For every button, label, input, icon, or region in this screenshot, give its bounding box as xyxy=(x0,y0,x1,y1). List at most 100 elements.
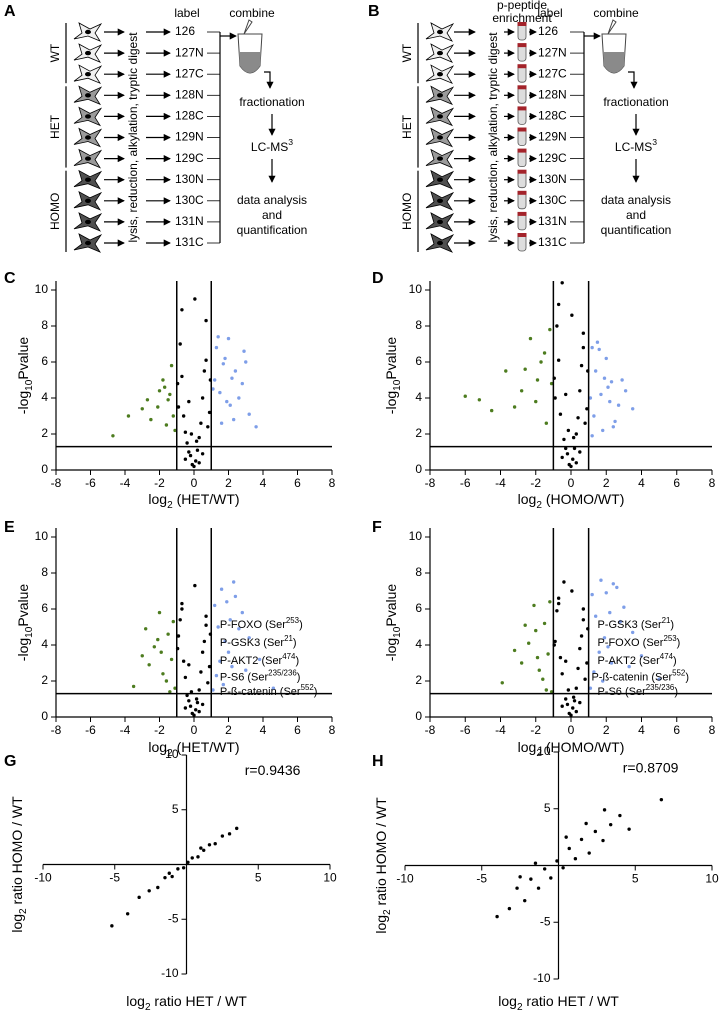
data-point xyxy=(574,432,578,436)
x-tick-label: -6 xyxy=(460,476,471,490)
tmt-label: 131C xyxy=(538,235,567,249)
text-part: 2 xyxy=(145,1002,151,1013)
data-point xyxy=(581,331,586,335)
text-part: LC-MS xyxy=(251,140,288,154)
data-point xyxy=(166,632,170,636)
data-point xyxy=(558,412,563,416)
text-part: -log xyxy=(383,638,399,661)
data-point xyxy=(527,641,531,645)
data-point xyxy=(178,618,182,622)
text-part: (HOMO/WT) xyxy=(542,491,624,507)
text-part: ) xyxy=(673,655,677,667)
data-point xyxy=(202,639,207,644)
data-point xyxy=(180,374,184,379)
data-point xyxy=(216,335,220,339)
data-point xyxy=(185,693,189,698)
group-label: HET xyxy=(48,114,62,139)
data-point xyxy=(555,859,559,863)
data-point xyxy=(579,634,584,638)
data-point xyxy=(156,885,160,890)
data-point xyxy=(613,419,617,424)
text-part: 21 xyxy=(284,634,293,643)
data-point xyxy=(593,829,598,834)
x-tick-label: 0 xyxy=(568,723,575,737)
data-point xyxy=(616,403,621,407)
data-point xyxy=(145,398,150,402)
data-point xyxy=(157,610,162,615)
data-point xyxy=(225,399,229,404)
data-point xyxy=(608,399,612,404)
x-tick-label: 0 xyxy=(568,476,575,490)
data-point xyxy=(597,650,601,654)
label-header: label xyxy=(537,6,562,20)
data-point xyxy=(181,414,186,418)
x-tick-label: 5 xyxy=(255,871,262,885)
data-point xyxy=(606,645,610,649)
data-point xyxy=(519,389,524,393)
tmt-label: 127C xyxy=(175,66,204,80)
data-point xyxy=(544,421,549,425)
data-point xyxy=(180,308,184,312)
data-point xyxy=(606,385,610,389)
data-point xyxy=(529,877,533,881)
data-point xyxy=(176,634,181,638)
correlation-label: r=0.9436 xyxy=(245,762,301,778)
panel-letter: H xyxy=(372,753,384,770)
data-point xyxy=(571,706,575,710)
tube-content xyxy=(239,52,261,73)
protein-annotation: P-FOXO (Ser253) xyxy=(597,634,680,649)
data-point xyxy=(126,414,131,418)
y-tick-label: 6 xyxy=(41,601,48,615)
group-label: WT xyxy=(48,43,62,62)
text-part: LC-MS xyxy=(615,140,652,154)
x-tick-label: 0 xyxy=(191,723,198,737)
data-point xyxy=(500,681,504,685)
data-point xyxy=(204,623,208,627)
data-point xyxy=(257,657,262,662)
data-point xyxy=(578,450,582,454)
y-tick-label: 2 xyxy=(41,673,48,687)
data-point xyxy=(556,302,561,307)
tmt-label: 130N xyxy=(175,172,204,186)
data-point xyxy=(218,390,222,395)
data-point xyxy=(169,657,174,662)
x-tick-label: 8 xyxy=(709,476,716,490)
x-axis-label: log2 ratio HET / WT xyxy=(498,993,619,1013)
text-part: Pvalue xyxy=(383,584,399,627)
data-point xyxy=(204,318,208,323)
data-point xyxy=(581,345,586,350)
data-point xyxy=(542,867,547,871)
data-point xyxy=(226,650,231,654)
y-tick-label: 0 xyxy=(41,462,48,476)
data-point xyxy=(271,686,276,690)
data-point xyxy=(627,827,631,831)
text-part: 552 xyxy=(301,682,314,691)
data-point xyxy=(190,856,194,860)
panel-letter: D xyxy=(372,270,384,287)
tube-cap xyxy=(517,106,527,111)
data-point xyxy=(225,600,229,604)
nucleus xyxy=(85,93,91,98)
x-tick-label: -2 xyxy=(530,476,541,490)
group-label: HOMO xyxy=(400,193,414,230)
text-part: P-AKT2 (Ser xyxy=(597,655,660,667)
text-part: (HOMO/WT) xyxy=(542,739,624,755)
data-point xyxy=(585,661,589,665)
label-header: label xyxy=(174,6,199,20)
y-axis-label: -log10Pvalue xyxy=(15,584,35,662)
data-point xyxy=(504,369,508,373)
data-point xyxy=(571,435,576,440)
step-lcms: LC-MS3 xyxy=(251,137,293,154)
text-part: 10 xyxy=(24,379,35,391)
nucleus xyxy=(85,156,91,161)
data-point xyxy=(581,607,586,611)
data-point xyxy=(180,607,184,611)
data-point xyxy=(574,686,578,690)
x-tick-label: -5 xyxy=(476,872,487,886)
data-point xyxy=(587,851,591,855)
data-point xyxy=(176,405,181,409)
y-tick-label: 5 xyxy=(544,801,551,815)
data-point xyxy=(556,601,561,606)
tmt-label: 127C xyxy=(538,66,567,80)
